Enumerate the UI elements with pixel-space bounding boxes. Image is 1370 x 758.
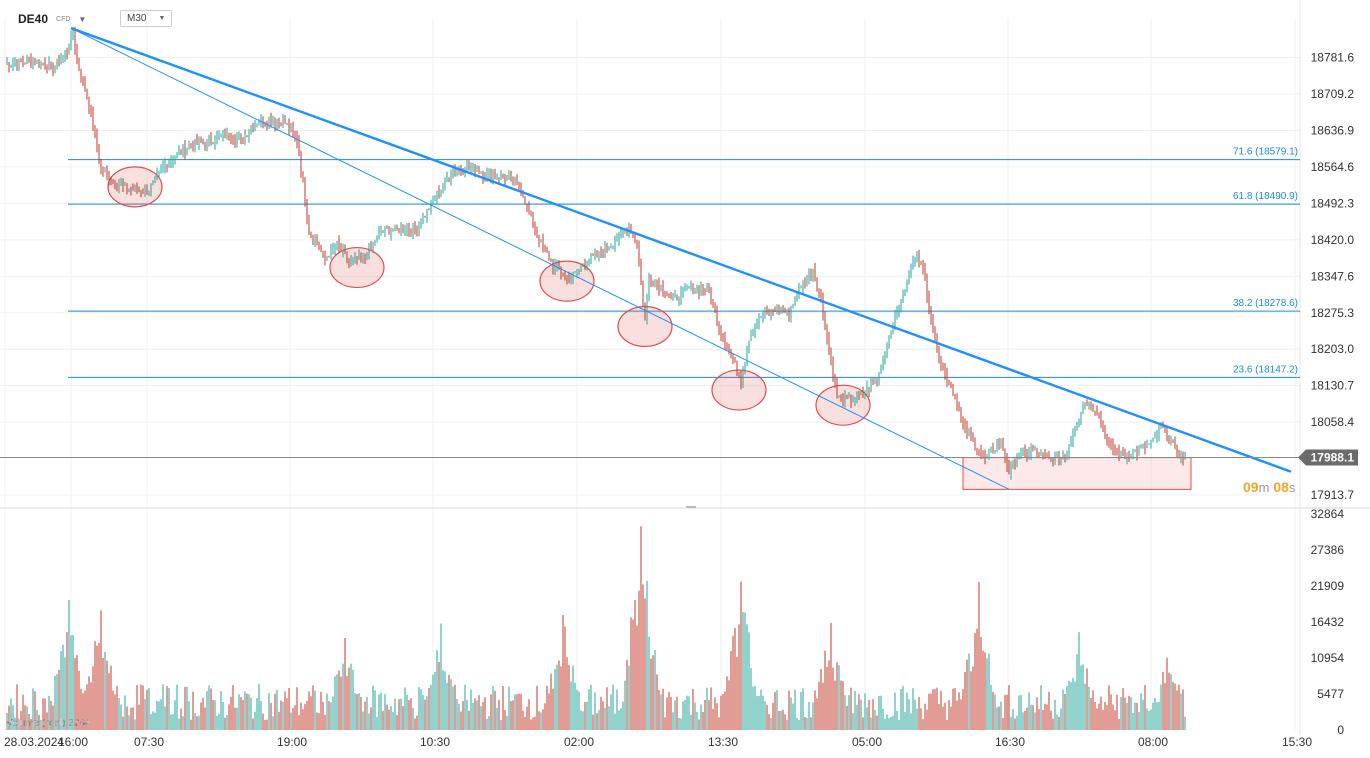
volume-tick-label: 32864 [1311,507,1345,521]
chevron-down-icon[interactable]: ▼ [78,14,87,24]
fib-label: 71.6 (18579.1) [1233,147,1298,158]
volume-tick-label: 27386 [1311,543,1345,557]
time-tick-label: 15:30 [1282,735,1312,749]
time-tick-label: 19:00 [277,735,307,749]
current-price-label: 17988.1 [1311,451,1355,465]
price-tick-label: 18058.4 [1311,415,1355,429]
volume-tick-label: 21909 [1311,579,1345,593]
countdown-seconds-unit: s [1288,480,1296,495]
trendline-thick [70,26,1292,473]
fib-label: 38.2 (18278.6) [1233,298,1298,309]
timeframe-selector[interactable]: M30 ▼ [120,10,173,27]
volume-tick-label: 5477 [1317,687,1344,701]
time-tick-label: 13:30 [708,735,738,749]
fib-label: 61.8 (18490.9) [1233,191,1298,202]
volume-indicator-label: Volume (real) 2764 [6,718,91,729]
symbol-name: DE40 [18,12,49,26]
volume-bars [6,526,1186,730]
candles [6,26,1186,480]
time-tick-label: 08:00 [1138,735,1168,749]
price-tick-label: 17913.7 [1311,488,1355,502]
price-tick-label: 18130.7 [1311,379,1355,393]
volume-tick-label: 16432 [1311,615,1345,629]
highlight-ellipses [107,166,871,426]
symbol-selector[interactable]: DE40 CFD ▼ [18,10,86,28]
time-tick-label: 02:00 [564,735,594,749]
volume-tick-label: 0 [1337,723,1344,737]
price-tick-label: 18564.6 [1311,160,1355,174]
volume-tick-label: 10954 [1311,651,1345,665]
countdown-seconds: 08 [1273,479,1289,495]
trendline-thin [70,27,1010,490]
price-tick-label: 18781.6 [1311,51,1355,65]
price-tick-label: 18347.6 [1311,269,1355,283]
countdown-minutes-unit: m [1258,480,1270,495]
time-tick-label: 28.03.2024 [4,735,64,749]
time-tick-label: 16:30 [995,735,1025,749]
support-rect [962,457,1192,490]
highlight-ellipse [329,246,385,289]
time-tick-label: 16:00 [58,735,88,749]
price-tick-label: 18420.0 [1311,233,1355,247]
highlight-ellipse [711,369,767,411]
time-tick-label: 10:30 [420,735,450,749]
price-tick-label: 18636.9 [1311,123,1355,137]
price-tick-label: 18709.2 [1311,87,1355,101]
pane-resize-handle [686,506,696,508]
trendlines [0,26,1300,490]
price-tick-label: 18275.3 [1311,306,1355,320]
candle-countdown: 09m 08s [1243,479,1295,495]
timeframe-label: M30 [127,13,147,24]
fib-label: 23.6 (18147.2) [1233,364,1298,375]
price-axis[interactable]: 18781.6 18709.2 18636.9 18564.6 18492.3 18420… [1298,51,1358,503]
countdown-minutes: 09 [1243,479,1259,495]
volume-axis[interactable]: 32864 27386 21909 16432 10954 5477 0 [1311,507,1345,737]
time-tick-label: 07:30 [134,735,164,749]
chevron-down-icon: ▼ [158,15,166,22]
price-tick-label: 18492.3 [1311,196,1355,210]
instrument-type: CFD [56,15,71,23]
time-tick-label: 05:00 [852,735,882,749]
current-price-tag [1298,449,1358,466]
support-zone [962,457,1192,490]
price-tick-label: 18203.0 [1311,342,1355,356]
grid [0,0,1370,735]
fibonacci-levels: 71.6 (18579.1) 61.8 (18490.9) 38.2 (18278.… [68,147,1300,378]
